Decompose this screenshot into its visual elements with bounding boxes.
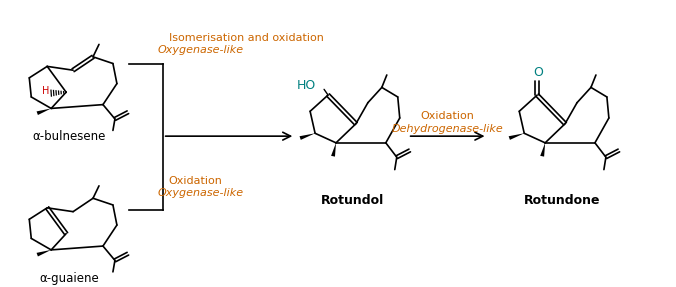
Text: Oxygenase-like: Oxygenase-like [158, 45, 243, 55]
Text: Rotundone: Rotundone [524, 195, 600, 208]
Polygon shape [540, 143, 545, 157]
Polygon shape [508, 133, 524, 140]
Text: H: H [41, 86, 49, 96]
Polygon shape [37, 108, 51, 115]
Text: Isomerisation and oxidation: Isomerisation and oxidation [169, 33, 324, 43]
Text: α-bulnesene: α-bulnesene [32, 130, 106, 144]
Text: Oxidation: Oxidation [169, 176, 222, 186]
Text: O: O [533, 66, 543, 79]
Text: HO: HO [297, 79, 316, 92]
Text: Rotundol: Rotundol [321, 195, 385, 208]
Text: Oxidation: Oxidation [420, 111, 475, 121]
Polygon shape [299, 133, 315, 140]
Polygon shape [331, 143, 336, 157]
Polygon shape [37, 250, 51, 257]
Text: Oxygenase-like: Oxygenase-like [158, 189, 243, 199]
Text: Dehydrogenase-like: Dehydrogenase-like [391, 123, 504, 133]
Text: α-guaiene: α-guaiene [39, 272, 99, 285]
